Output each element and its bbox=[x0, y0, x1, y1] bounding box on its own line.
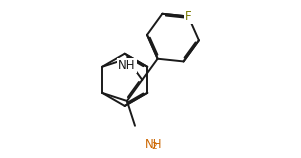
Text: NH: NH bbox=[118, 59, 136, 72]
Text: 2: 2 bbox=[151, 142, 157, 151]
Text: NH: NH bbox=[144, 138, 162, 151]
Text: F: F bbox=[185, 10, 192, 23]
